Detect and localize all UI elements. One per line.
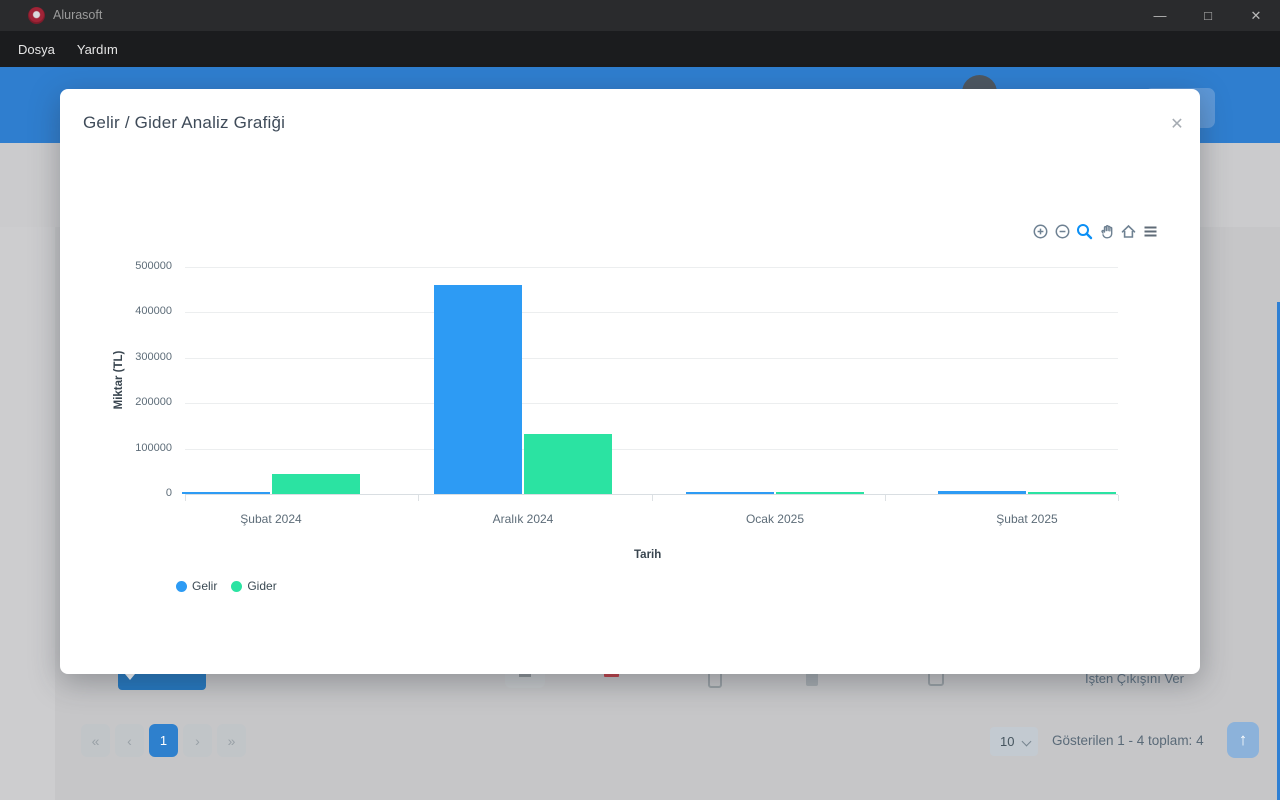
pagination-button[interactable]: ‹: [115, 724, 144, 757]
page-size-select[interactable]: 10: [990, 727, 1038, 756]
pagination: «‹ 1 ›»: [81, 724, 246, 757]
legend-item-gider[interactable]: Gider: [231, 579, 277, 593]
chart-modal: [60, 89, 1200, 674]
action-link[interactable]: İşten Çıkışını Ver: [1085, 671, 1184, 686]
bar-gider-2[interactable]: [524, 434, 612, 494]
bar-gider-3[interactable]: [776, 492, 864, 494]
legend-marker-icon: [176, 580, 187, 592]
legend-marker-icon: [231, 580, 243, 592]
bar-gelir-4[interactable]: [938, 491, 1026, 494]
modal-title: Gelir / Gider Analiz Grafiği: [83, 113, 286, 132]
page-size-value: 10: [1000, 734, 1015, 749]
pagination-button[interactable]: «: [81, 724, 110, 757]
bar-gider-1[interactable]: [272, 474, 360, 494]
legend-label: Gelir: [192, 579, 218, 593]
menu-bar: Dosya Yardım: [0, 31, 1280, 67]
pagination-button[interactable]: ›: [183, 724, 212, 757]
modal-close-button[interactable]: ✕: [1170, 116, 1184, 133]
menu-icon[interactable]: [1142, 223, 1159, 240]
legend-item-gelir[interactable]: Gelir: [176, 579, 217, 593]
zoom-out-icon[interactable]: [1054, 223, 1071, 240]
chart-legend: Gelir Gider: [176, 579, 277, 593]
bar-gider-4[interactable]: [1028, 492, 1116, 494]
chart-toolbar: [1032, 223, 1159, 240]
legend-label: Gider: [247, 579, 277, 593]
close-window-button[interactable]: ✕: [1250, 7, 1262, 23]
dropdown-caret-icon: [125, 674, 135, 680]
bar-gelir-1[interactable]: [182, 492, 270, 494]
window-controls: — □ ✕: [1136, 0, 1280, 31]
minimize-button[interactable]: —: [1153, 8, 1167, 23]
maximize-button[interactable]: □: [1204, 8, 1212, 23]
vertical-scrollbar[interactable]: [1277, 302, 1280, 800]
pagination-button[interactable]: »: [217, 724, 246, 757]
zoom-in-icon[interactable]: [1032, 223, 1049, 240]
app-logo-icon: [28, 7, 45, 24]
bar-gelir-3[interactable]: [686, 492, 774, 494]
pagination-page-1[interactable]: 1: [149, 724, 178, 757]
bar-gelir-2[interactable]: [434, 285, 522, 494]
pan-icon[interactable]: [1098, 223, 1115, 240]
scroll-to-top-button[interactable]: ↑: [1227, 722, 1259, 758]
title-bar: Alurasoft — □ ✕: [0, 0, 1280, 31]
home-icon[interactable]: [1120, 223, 1137, 240]
selection-zoom-icon[interactable]: [1076, 223, 1093, 240]
chevron-down-icon: [1021, 736, 1032, 747]
menu-item-yardım[interactable]: Yardım: [76, 41, 118, 57]
menu-item-dosya[interactable]: Dosya: [18, 41, 55, 57]
page-left-margin: [0, 227, 55, 800]
app-title: Alurasoft: [53, 8, 103, 22]
results-summary: Gösterilen 1 - 4 toplam: 4: [1052, 733, 1204, 748]
